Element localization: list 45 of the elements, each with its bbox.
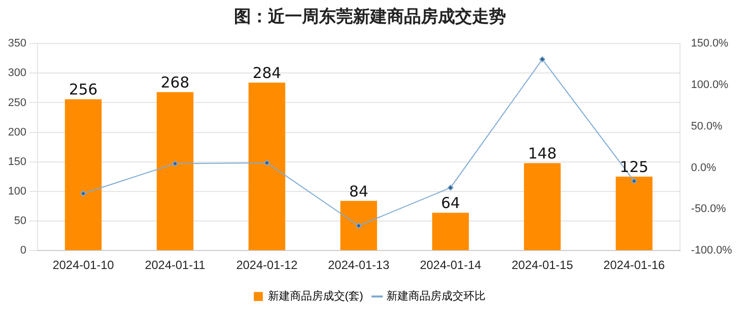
y2-tick-label: 100.0% <box>691 79 729 92</box>
point <box>172 160 178 167</box>
data-label: 268 <box>160 73 190 92</box>
point <box>448 184 454 191</box>
y-tick-label: 100 <box>8 185 26 198</box>
data-label: 284 <box>252 64 282 82</box>
bar <box>524 163 561 250</box>
data-label: 148 <box>528 144 557 162</box>
legend-label: 新建商品房成交(套) <box>268 290 364 303</box>
point <box>80 190 86 196</box>
bar <box>616 176 652 250</box>
data-label: 125 <box>620 158 648 176</box>
x-tick-label: 2024-01-10 <box>52 258 114 272</box>
point <box>539 56 546 62</box>
y-tick-label: 50 <box>14 215 26 228</box>
y-tick-label: 250 <box>8 96 26 109</box>
data-label: 256 <box>68 80 98 99</box>
y-tick-label: 0 <box>20 244 26 257</box>
y2-tick-label: 150.0% <box>691 38 729 50</box>
x-tick-label: 2024-01-15 <box>512 258 574 272</box>
legend-label: 新建商品房成交环比 <box>386 290 486 303</box>
x-tick-label: 2024-01-12 <box>236 258 298 272</box>
y-tick-label: 200 <box>8 126 26 138</box>
bar <box>340 200 378 250</box>
data-label: 84 <box>349 182 368 200</box>
bar <box>432 212 469 250</box>
x-tick-label: 2024-01-13 <box>328 258 390 272</box>
point <box>264 160 270 166</box>
bar <box>156 92 194 250</box>
y2-tick-label: 0.0% <box>691 162 716 174</box>
point <box>631 178 638 184</box>
chart-title: 图：近一周东莞新建商品房成交走势 <box>233 6 507 29</box>
y-tick-label: 300 <box>8 67 26 80</box>
y2-tick-label: -50.0% <box>691 203 726 216</box>
y2-tick-label: 50.0% <box>691 120 722 132</box>
x-tick-label: 2024-01-14 <box>420 258 482 272</box>
point <box>356 222 362 229</box>
x-tick-label: 2024-01-11 <box>144 258 206 272</box>
y-tick-label: 350 <box>8 38 26 50</box>
data-label: 64 <box>440 194 460 212</box>
bar <box>248 82 286 250</box>
x-tick-label: 2024-01-16 <box>603 258 666 272</box>
bar <box>64 99 102 250</box>
y-tick-label: 150 <box>8 156 26 168</box>
y2-tick-label: -100.0% <box>691 244 732 257</box>
